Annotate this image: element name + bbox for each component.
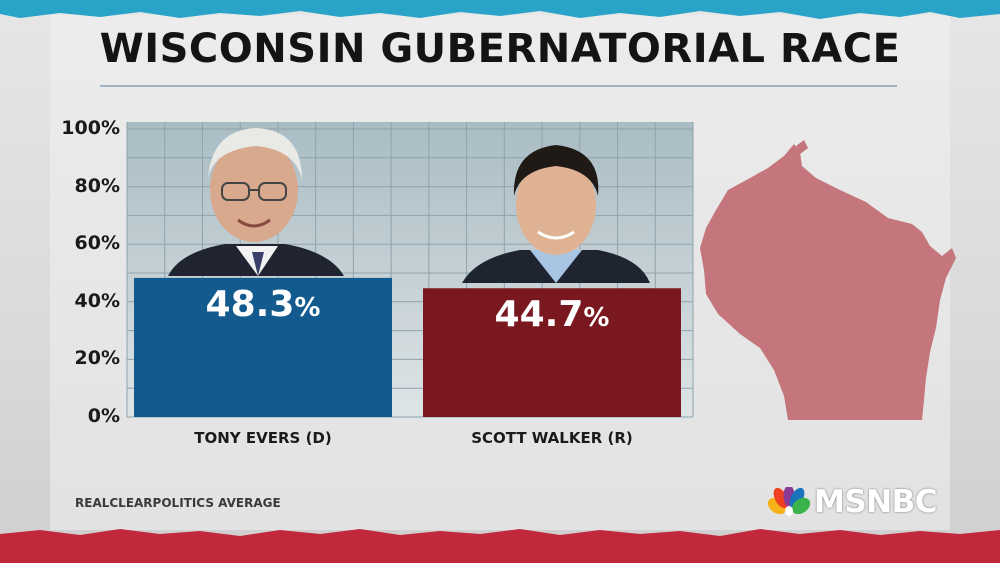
y-tick-label: 100% [61, 117, 120, 139]
peacock-icon [768, 487, 810, 516]
network-logo-text: MSNBC [814, 484, 938, 520]
category-label-evers: TONY EVERS (D) [194, 429, 332, 447]
bars [134, 277, 681, 417]
data-label: 48.3% [134, 284, 392, 325]
bar-evers [134, 277, 392, 417]
title-divider [100, 85, 897, 87]
data-label-value: 48.3 [205, 283, 295, 325]
bar-walker [423, 288, 681, 417]
source-note: REALCLEARPOLITICS AVERAGE [75, 496, 281, 510]
network-logo: MSNBC [768, 484, 938, 520]
category-label-walker: SCOTT WALKER (R) [471, 429, 633, 447]
candidate-photo-evers [168, 128, 344, 276]
torn-edge-top [0, 0, 1000, 19]
y-tick-label: 60% [74, 232, 120, 255]
page-title: WISCONSIN GUBERNATORIAL RACE [99, 26, 901, 72]
y-tick-label: 0% [87, 405, 120, 427]
data-label: 44.7% [423, 294, 681, 335]
data-label-value: 44.7 [494, 294, 584, 336]
y-tick-label: 20% [74, 347, 120, 370]
wisconsin-map-icon [700, 140, 956, 420]
torn-edge-bottom [0, 529, 1000, 563]
y-tick-label: 80% [74, 174, 120, 197]
data-label-unit: % [294, 292, 321, 323]
data-label-unit: % [583, 303, 610, 334]
candidate-photo-walker [462, 145, 650, 283]
y-tick-label: 40% [74, 289, 120, 312]
